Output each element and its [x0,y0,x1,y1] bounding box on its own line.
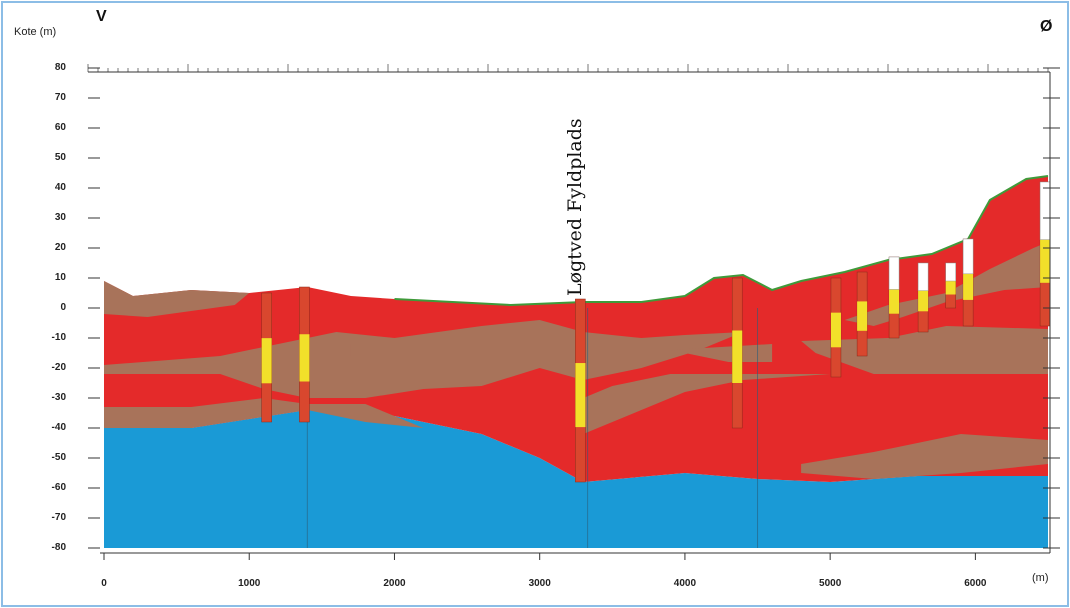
y-tick-label: -10 [51,332,66,343]
x-axis-unit: (m) [1032,572,1049,584]
borehole-4 [731,277,743,429]
y-tick-label: 30 [54,212,66,223]
borehole-sand-segment [732,330,743,383]
clay-layer-9 [583,374,831,434]
x-tick-label: 3000 [528,578,551,589]
y-axis-label: Kote (m) [14,26,57,38]
clay-layer-6 [801,326,1048,374]
x-tick-label: 5000 [819,578,842,589]
y-tick-label: 80 [54,62,66,73]
borehole-sand-segment [575,363,586,428]
west-direction-label: V [96,8,107,25]
y-tick-label: 0 [60,302,66,313]
borehole-sand-segment [918,287,929,312]
clay-layer-1 [104,281,250,317]
borehole-fill-segment [888,256,900,290]
y-tick-label: 20 [54,242,66,253]
y-tick-label: -20 [51,362,66,373]
right-axis-ticks [1043,67,1060,549]
borehole-10 [962,238,974,327]
bottom-axis-ticks [103,553,976,560]
borehole-sand-segment [857,301,868,331]
borehole-fill-segment [962,238,974,275]
borehole-sand-segment [261,338,272,384]
y-tick-label: -50 [51,452,66,463]
x-tick-label: 6000 [964,578,987,589]
borehole-1 [261,292,272,423]
borehole-8 [917,262,929,333]
clay-layer-5 [670,344,773,362]
x-tick-label: 4000 [673,578,697,589]
borehole-9 [945,262,956,309]
borehole-sand-segment [963,269,974,300]
clay-layer-8 [801,434,1048,479]
y-tick-label: 60 [54,122,66,133]
y-tick-label: -30 [51,392,66,403]
borehole-sand-segment [1040,232,1051,283]
borehole-5 [830,277,842,378]
borehole-fill-segment [917,262,929,291]
borehole-columns [261,181,1051,483]
borehole-11 [1039,181,1051,327]
borehole-sand-segment [889,285,900,314]
y-tick-label: -60 [51,482,66,493]
y-tick-label: 70 [54,92,66,103]
topsoil-line [394,175,1049,307]
site-label-logtved: Løgtved Fyldplads [564,118,586,296]
y-tick-label: -70 [51,512,66,523]
borehole-fill-segment [945,262,956,282]
east-direction-label: Ø [1040,18,1053,35]
clay-layer-4 [350,344,468,356]
y-tick-label: 50 [54,152,66,163]
borehole-3 [575,298,586,483]
left-axis-ticks [88,67,100,549]
borehole-fill-segment [1039,181,1051,240]
borehole-7 [888,256,900,339]
x-tick-label: 1000 [238,578,261,589]
y-tick-label: -40 [51,422,66,433]
borehole-sand-segment [830,312,841,348]
y-tick-label: -80 [51,542,66,553]
x-tick-label: 2000 [383,578,406,589]
borehole-2 [299,286,310,423]
borehole-6 [856,271,868,357]
y-tick-label: 40 [54,182,66,193]
x-tick-label: 0 [101,578,107,589]
top-scale-ruler [87,64,1049,72]
borehole-sand-segment [945,278,956,295]
borehole-sand-segment [299,334,310,382]
y-tick-label: 10 [54,272,66,283]
